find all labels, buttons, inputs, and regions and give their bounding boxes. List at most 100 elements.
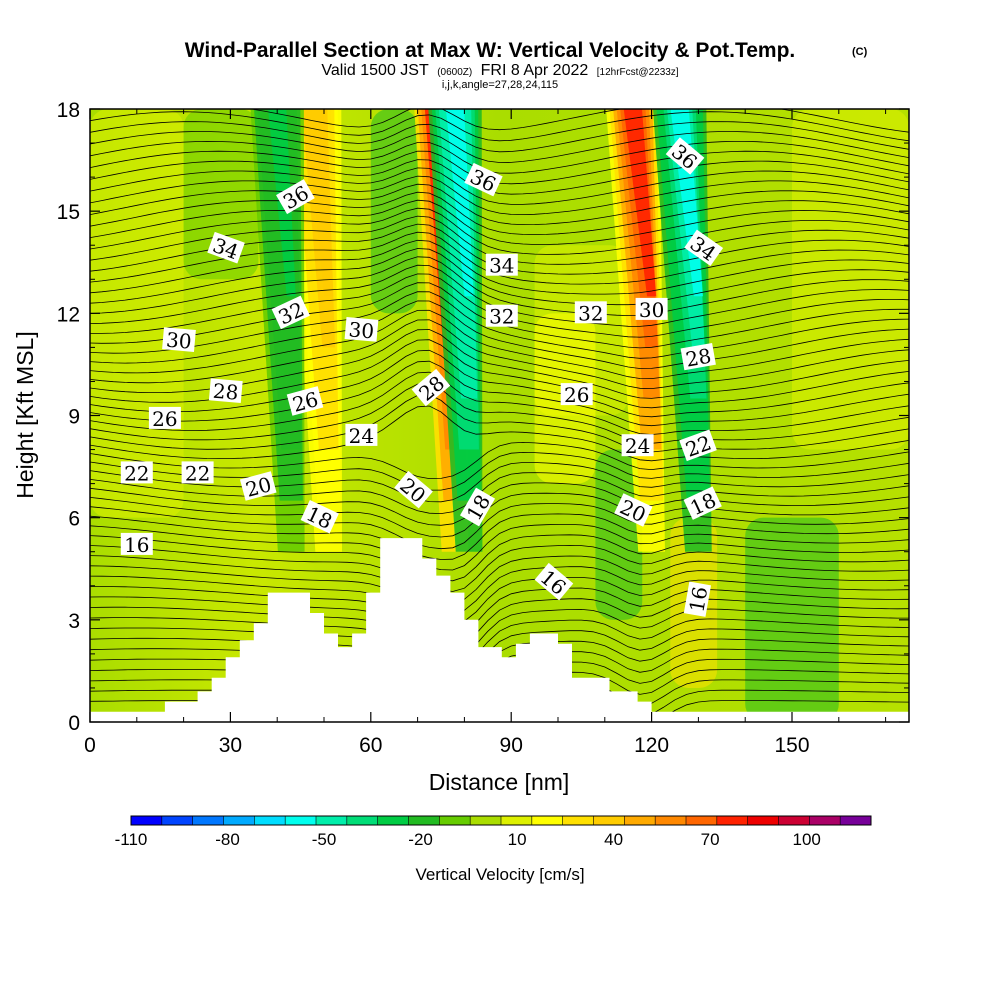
velocity-plume xyxy=(445,109,474,297)
isentrope xyxy=(90,441,909,480)
colorbar-swatch xyxy=(377,816,409,825)
isentrope xyxy=(90,239,909,295)
isentrope xyxy=(90,382,909,444)
y-tick-label: 15 xyxy=(57,201,80,224)
contour-label: 20 xyxy=(239,471,277,502)
isentrope xyxy=(90,606,909,654)
isentrope xyxy=(90,256,909,317)
contour-label: 30 xyxy=(635,297,668,322)
contour-label-box xyxy=(485,253,518,276)
isentrope xyxy=(90,462,909,503)
isentrope xyxy=(90,503,909,550)
contour-label-text: 26 xyxy=(564,383,589,407)
colorbar-tick-label: 100 xyxy=(793,830,821,849)
x-tick-label: 30 xyxy=(219,734,242,757)
contour-label-text: 30 xyxy=(639,298,664,322)
velocity-plume xyxy=(305,109,334,297)
x-tick-label: 120 xyxy=(634,734,669,757)
colorbar-swatch xyxy=(624,816,656,825)
contour-label-box xyxy=(411,368,451,407)
isentrope xyxy=(90,555,909,603)
colorbar-swatch xyxy=(501,816,533,825)
contour-label-text: 16 xyxy=(124,533,149,557)
y-tick-label: 18 xyxy=(57,99,80,122)
y-tick-label: 6 xyxy=(68,508,80,531)
colorbar-swatch xyxy=(840,816,872,825)
isentrope xyxy=(90,349,909,418)
contour-label: 28 xyxy=(680,343,716,372)
contour-label-text: 32 xyxy=(578,301,603,325)
x-axis-label: Distance [nm] xyxy=(429,769,570,795)
colorbar-tick-label: -110 xyxy=(115,830,148,849)
x-tick-label: 60 xyxy=(359,734,382,757)
isentrope xyxy=(90,131,909,163)
contour-label-box xyxy=(684,229,724,266)
y-tick-label: 3 xyxy=(68,610,80,633)
colorbar-tick-label: 10 xyxy=(508,830,527,849)
y-axis: 0 3 6 9 12 15 18 xyxy=(57,99,909,735)
contour-label-box xyxy=(181,461,214,484)
y-tick-label: 9 xyxy=(68,406,80,429)
isentrope xyxy=(90,121,909,153)
potential-temperature-contours xyxy=(90,109,909,722)
contour-label-box xyxy=(683,581,712,617)
velocity-plume xyxy=(623,109,657,297)
colorbar-swatch xyxy=(285,816,317,825)
contour-label-text: 30 xyxy=(165,328,192,354)
contour-label: 28 xyxy=(208,378,243,405)
subtitle-date: FRI 8 Apr 2022 xyxy=(481,62,589,79)
isentrope xyxy=(90,360,909,427)
contour-label-box xyxy=(534,562,574,601)
colorbar-swatch xyxy=(809,816,841,825)
contour-label-text: 30 xyxy=(348,317,375,343)
isentrope xyxy=(90,291,909,359)
contour-label: 26 xyxy=(148,406,181,431)
contour-label: 30 xyxy=(162,327,196,354)
colorbar-swatch xyxy=(316,816,348,825)
colorbar-swatch xyxy=(716,816,748,825)
isentrope xyxy=(90,451,909,491)
contour-label-text: 34 xyxy=(489,254,514,278)
x-tick-label: 90 xyxy=(500,734,523,757)
colorbar-swatch xyxy=(747,816,779,825)
contour-label-box xyxy=(276,179,315,215)
isentrope xyxy=(90,199,909,245)
contour-label-box xyxy=(300,500,339,534)
contour-label-box xyxy=(148,406,181,429)
velocity-patch xyxy=(370,109,418,314)
contour-label-box xyxy=(560,383,593,406)
y-tick-label: 0 xyxy=(68,712,80,735)
isentrope xyxy=(90,111,909,142)
isentrope xyxy=(90,513,909,560)
contour-label-box xyxy=(207,231,245,264)
contour-label-text: 32 xyxy=(489,305,514,329)
contour-label-box xyxy=(485,304,518,327)
isentrope xyxy=(90,596,909,644)
chart-subtitle: Valid 1500 JST (0600Z) FRI 8 Apr 2022 [1… xyxy=(321,62,678,79)
velocity-patch xyxy=(792,109,909,450)
contour-label-box xyxy=(120,461,153,484)
colorbar-swatch xyxy=(562,816,594,825)
colorbar-swatch xyxy=(254,816,286,825)
contour-label: 22 xyxy=(679,429,717,462)
x-tick-label: 0 xyxy=(84,734,96,757)
isentrope xyxy=(90,482,909,526)
contour-label-box xyxy=(344,317,379,342)
contour-label-box xyxy=(464,162,503,197)
isentrope xyxy=(90,248,909,306)
x-axis: 0 30 60 90 120 150 xyxy=(84,109,887,757)
isentrope xyxy=(90,586,909,634)
contour-label-box xyxy=(239,471,277,501)
isentrope xyxy=(90,150,909,185)
colorbar-swatch xyxy=(655,816,687,825)
colorbar-title: Vertical Velocity [cm/s] xyxy=(415,865,584,884)
colorbar-swatch xyxy=(686,816,718,825)
contour-label-box xyxy=(683,486,722,520)
contour-label-box xyxy=(679,429,717,462)
contour-label: 24 xyxy=(345,423,378,448)
contour-label: 26 xyxy=(560,383,593,407)
contour-label-box xyxy=(460,487,496,527)
isentrope xyxy=(90,167,909,205)
subtitle-utc: (0600Z) xyxy=(437,67,472,78)
contour-label-text: 26 xyxy=(152,407,177,431)
